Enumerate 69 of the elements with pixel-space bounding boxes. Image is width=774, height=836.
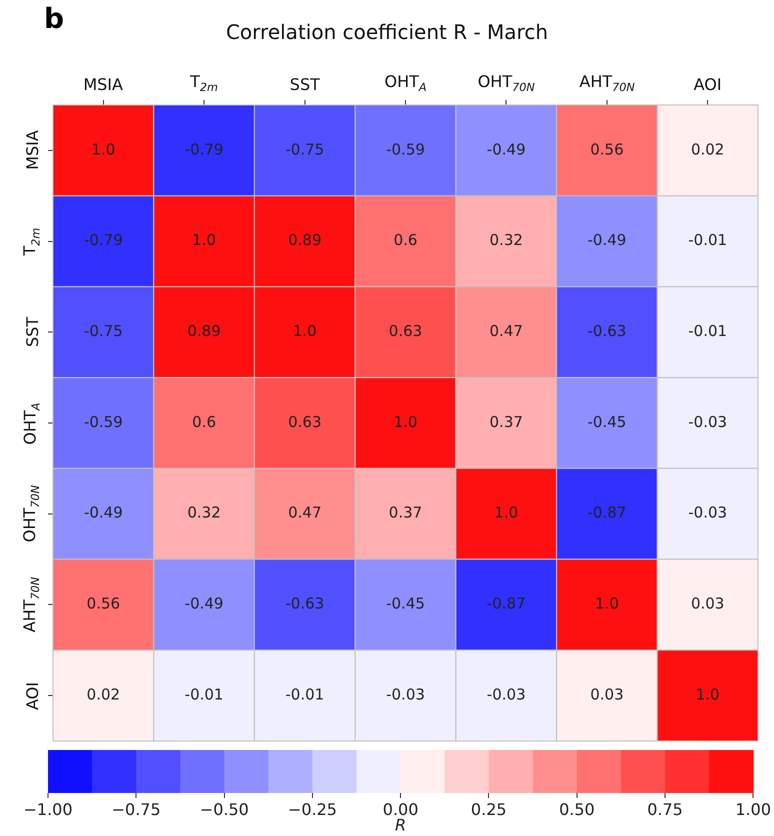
data-label: 1.0 [595, 594, 619, 613]
color-bar-label: −0.75 [112, 800, 161, 819]
data-label: 1.0 [292, 322, 317, 340]
data-label: -0.49 [486, 140, 526, 158]
data-label: 1.0 [494, 504, 518, 522]
data-label: 0.6 [192, 412, 216, 431]
color-bar-label: −1.00 [23, 800, 73, 819]
x-tick-label: MSIA [83, 75, 123, 94]
x-tick-label: OHT$_{70N}$ [478, 72, 535, 94]
data-label: 0.56 [590, 140, 624, 158]
color-bar-label: −0.50 [200, 800, 249, 819]
color-bar-label: 0.25 [470, 800, 507, 819]
data-label: -0.49 [84, 504, 123, 522]
y-tick-label: MSIA [22, 130, 42, 170]
data-label: -0.03 [486, 685, 526, 704]
data-label: -0.03 [688, 504, 728, 522]
data-label: -0.79 [84, 231, 123, 250]
data-label: 0.56 [86, 594, 120, 613]
data-label: 0.37 [490, 412, 523, 431]
data-label: -0.75 [285, 140, 324, 158]
data-label: 0.89 [288, 231, 322, 250]
data-label: 1.0 [91, 140, 116, 158]
color-bar-label: 0.75 [647, 800, 683, 819]
data-label: -0.01 [184, 685, 224, 704]
data-label: 1.0 [696, 685, 720, 704]
data-label: 0.89 [187, 322, 221, 340]
x-tick-label: T$_{2m}$ [190, 72, 218, 94]
x-tick-label: SST [290, 75, 320, 94]
data-label: -0.59 [386, 140, 425, 158]
data-label: -0.59 [84, 412, 123, 431]
data-label: -0.03 [688, 412, 728, 431]
data-label: 0.63 [288, 412, 322, 431]
data-label: 1.0 [192, 231, 216, 250]
data-label: 0.32 [490, 231, 523, 250]
data-label: -0.87 [486, 594, 526, 613]
data-label: 0.02 [86, 685, 120, 704]
data-label: 0.03 [690, 594, 724, 613]
data-label: 0.6 [394, 231, 418, 250]
data-label: -0.63 [588, 322, 626, 340]
data-label: -0.03 [386, 685, 425, 704]
x-tick-label: AHT$_{70N}$ [579, 72, 635, 94]
data-label: -0.49 [588, 231, 626, 250]
x-tick-label: OHT$_{A}$ [384, 72, 427, 94]
data-label: -0.75 [84, 322, 123, 340]
data-label: 0.37 [388, 504, 422, 522]
x-tick-label: AOI [694, 75, 722, 94]
data-label: 0.47 [288, 504, 322, 522]
data-label: -0.01 [285, 685, 324, 704]
data-label: 0.32 [187, 504, 221, 522]
data-label: -0.45 [386, 594, 425, 613]
color-bar-label: −0.25 [288, 800, 337, 819]
color-bar-label: 1.00 [735, 800, 771, 819]
chart-title: Correlation coefficient R - March [226, 20, 548, 44]
y-tick-label: AOI [22, 682, 42, 710]
data-label: 0.03 [590, 685, 624, 704]
data-label: 0.63 [388, 322, 422, 340]
data-label: 0.02 [690, 140, 724, 158]
data-label: -0.45 [588, 412, 626, 431]
text: b [44, 2, 64, 35]
data-label: -0.49 [184, 594, 224, 613]
color-bar-label: 0.50 [559, 800, 595, 819]
data-label: -0.01 [688, 231, 728, 250]
data-label: -0.63 [285, 594, 324, 613]
data-label: -0.87 [588, 504, 626, 522]
data-label: -0.01 [688, 322, 728, 340]
data-label: -0.79 [184, 140, 224, 158]
y-tick-label: SST [23, 317, 42, 348]
data-label: 0.47 [490, 322, 523, 340]
data-label: 1.0 [394, 412, 418, 431]
